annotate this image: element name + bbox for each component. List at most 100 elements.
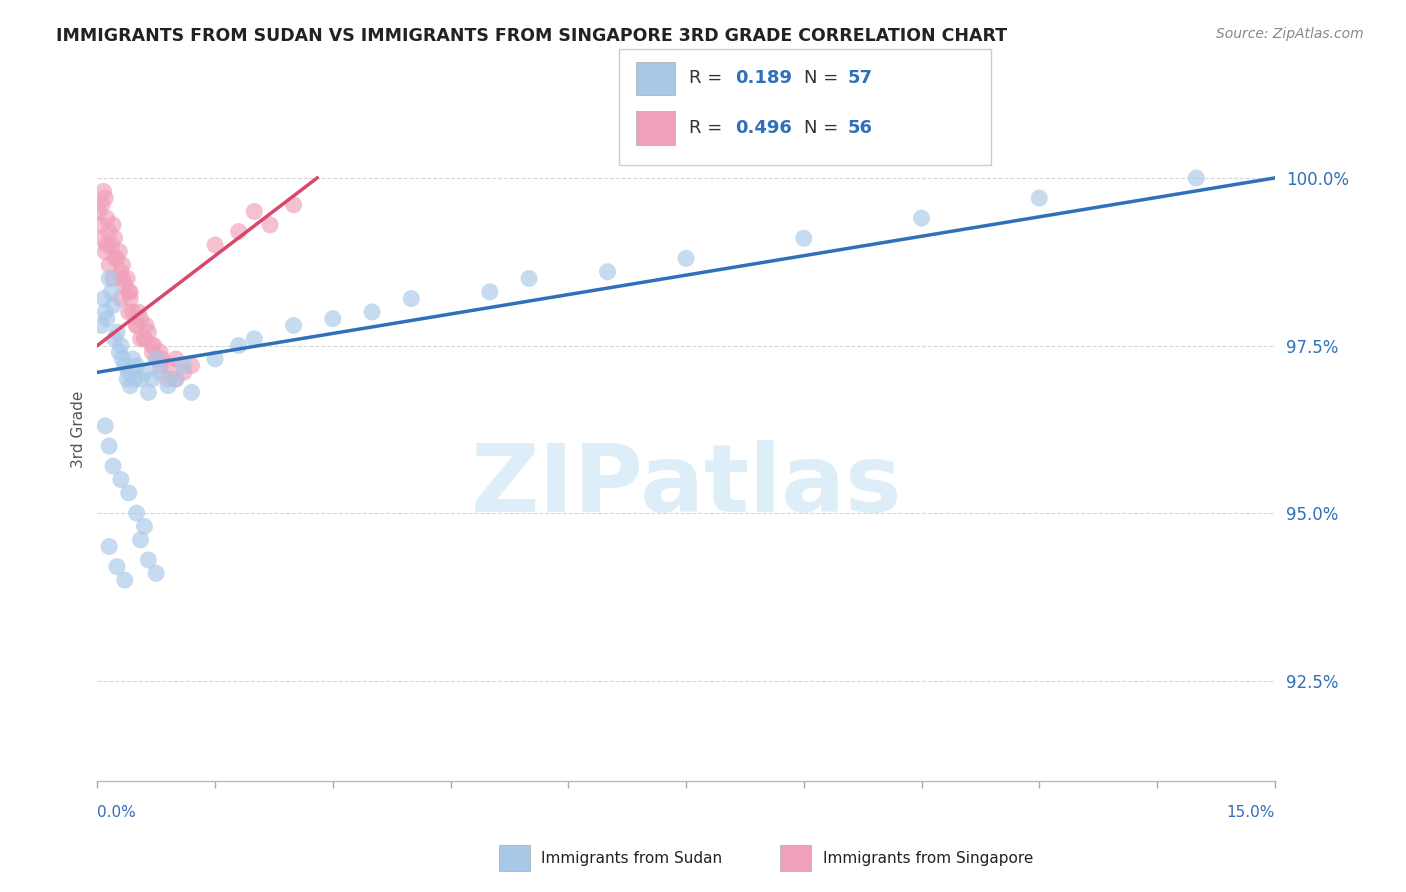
Point xyxy=(98,225,121,239)
Point xyxy=(118,285,141,299)
Point xyxy=(165,372,187,386)
Text: 57: 57 xyxy=(848,70,873,87)
Point xyxy=(101,218,124,232)
Point xyxy=(108,244,131,259)
Point xyxy=(114,573,136,587)
Point xyxy=(96,238,118,252)
Point xyxy=(115,372,138,386)
Point xyxy=(149,345,172,359)
Point xyxy=(322,311,344,326)
Point xyxy=(98,439,121,453)
Point xyxy=(94,419,117,434)
Point xyxy=(125,318,148,333)
Point xyxy=(1185,171,1208,186)
Text: Immigrants from Singapore: Immigrants from Singapore xyxy=(823,851,1033,865)
Point xyxy=(156,372,179,386)
Point xyxy=(101,298,124,312)
Point xyxy=(134,519,156,533)
Point xyxy=(108,345,131,359)
Point xyxy=(145,566,167,581)
Point xyxy=(149,359,172,373)
Point xyxy=(180,359,202,373)
Text: 0.496: 0.496 xyxy=(735,119,792,136)
Point xyxy=(105,252,128,266)
Text: 0.0%: 0.0% xyxy=(97,805,136,820)
Text: IMMIGRANTS FROM SUDAN VS IMMIGRANTS FROM SINGAPORE 3RD GRADE CORRELATION CHART: IMMIGRANTS FROM SUDAN VS IMMIGRANTS FROM… xyxy=(56,27,1007,45)
Point xyxy=(156,359,179,373)
Point xyxy=(145,351,167,366)
Point xyxy=(156,378,179,392)
Text: R =: R = xyxy=(689,119,728,136)
Point xyxy=(173,365,195,379)
Point xyxy=(129,372,152,386)
Point xyxy=(142,338,165,352)
Point xyxy=(129,533,152,547)
Point xyxy=(141,372,163,386)
Point xyxy=(228,225,250,239)
Point xyxy=(110,265,132,279)
Point xyxy=(96,211,118,226)
Text: 15.0%: 15.0% xyxy=(1226,805,1275,820)
Point xyxy=(100,285,122,299)
Text: 0.189: 0.189 xyxy=(735,70,793,87)
Point xyxy=(596,265,619,279)
Point xyxy=(120,378,142,392)
Text: N =: N = xyxy=(804,70,844,87)
Point xyxy=(94,244,117,259)
Point xyxy=(104,332,127,346)
Point xyxy=(141,338,163,352)
Text: Immigrants from Sudan: Immigrants from Sudan xyxy=(541,851,723,865)
Point xyxy=(124,372,146,386)
Point xyxy=(94,191,117,205)
Text: R =: R = xyxy=(689,70,728,87)
Point xyxy=(165,372,187,386)
Point xyxy=(910,211,932,226)
Point xyxy=(129,311,152,326)
Point xyxy=(165,351,187,366)
Point xyxy=(134,332,156,346)
Point xyxy=(129,332,152,346)
Point xyxy=(121,305,143,319)
Point xyxy=(91,198,114,212)
Point xyxy=(134,332,156,346)
Point xyxy=(173,359,195,373)
Point xyxy=(401,292,423,306)
Point xyxy=(98,258,121,272)
Point xyxy=(517,271,540,285)
Point xyxy=(125,318,148,333)
Point xyxy=(121,351,143,366)
Point xyxy=(114,359,136,373)
Point xyxy=(675,252,697,266)
Point xyxy=(104,252,127,266)
Point xyxy=(87,204,110,219)
Point xyxy=(138,553,160,567)
Point xyxy=(228,338,250,352)
Point xyxy=(127,305,149,319)
Point xyxy=(478,285,501,299)
Point xyxy=(125,359,148,373)
Point xyxy=(105,325,128,339)
Point xyxy=(138,385,160,400)
Point xyxy=(104,231,127,245)
Text: 56: 56 xyxy=(848,119,873,136)
Point xyxy=(115,271,138,285)
Point xyxy=(259,218,281,232)
Point xyxy=(243,332,266,346)
Point xyxy=(111,271,134,285)
Text: Source: ZipAtlas.com: Source: ZipAtlas.com xyxy=(1216,27,1364,41)
Point xyxy=(118,365,141,379)
Point xyxy=(283,198,305,212)
Point xyxy=(110,473,132,487)
Point xyxy=(141,345,163,359)
Point xyxy=(101,271,124,285)
Point xyxy=(283,318,305,333)
Point xyxy=(105,559,128,574)
Point xyxy=(145,351,167,366)
Point xyxy=(180,385,202,400)
Point xyxy=(89,218,111,232)
Point xyxy=(93,292,115,306)
Point xyxy=(150,351,173,366)
Text: N =: N = xyxy=(804,119,844,136)
Point xyxy=(90,318,112,333)
Text: ZIPatlas: ZIPatlas xyxy=(471,440,901,532)
